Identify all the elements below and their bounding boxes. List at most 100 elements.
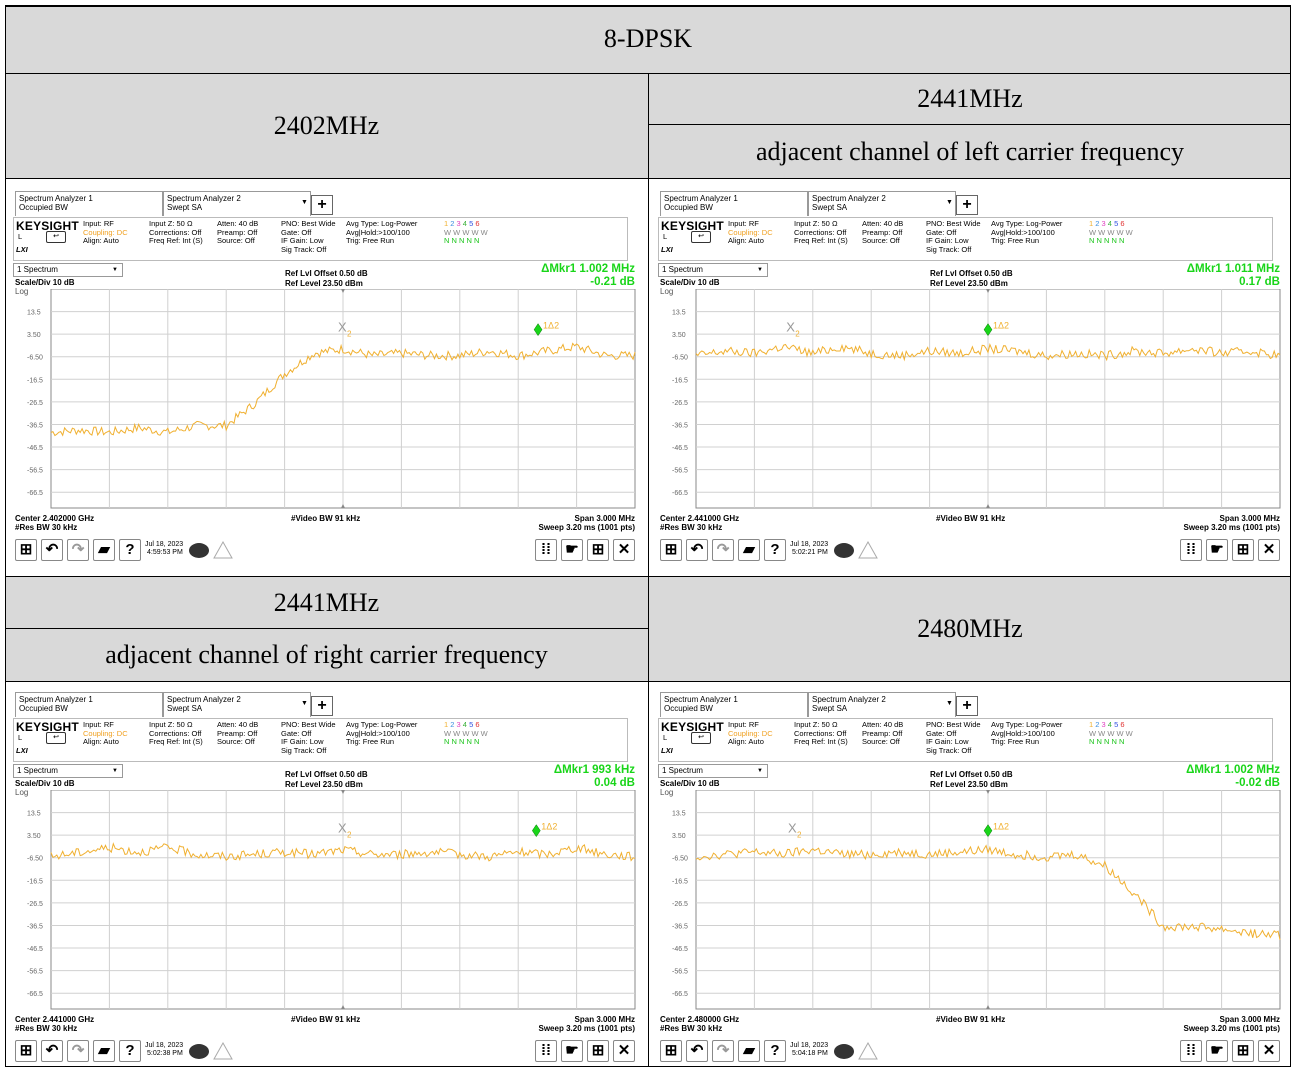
multi-window-icon[interactable]: ⊞	[587, 539, 609, 561]
trace-indicator: 1 2 3 4 5 6 W W W W W N N N N N	[1089, 219, 1133, 245]
marker-1-diamond[interactable]	[983, 824, 993, 838]
touch-icon[interactable]: ☛	[561, 1040, 583, 1062]
redo-icon[interactable]: ↷	[67, 539, 89, 561]
redo-icon[interactable]: ↷	[712, 539, 734, 561]
tab-dropdown-icon[interactable]: ▼	[301, 700, 308, 707]
tab-spectrum-analyzer-2[interactable]: Spectrum Analyzer 2 Swept SA	[808, 191, 956, 216]
marker-2-reference[interactable]: X	[338, 320, 347, 335]
multi-window-icon[interactable]: ⊞	[587, 1040, 609, 1062]
warning-icon[interactable]	[858, 1042, 878, 1060]
marker-1-label: 1Δ2	[993, 321, 1009, 331]
redo-icon[interactable]: ↷	[67, 1040, 89, 1062]
windows-icon[interactable]: ⊞	[660, 539, 682, 561]
undo-icon[interactable]: ↶	[41, 1040, 63, 1062]
touch-icon[interactable]: ☛	[561, 539, 583, 561]
tab-dropdown-icon[interactable]: ▼	[946, 700, 953, 707]
header-2402: 2402MHz	[5, 74, 648, 178]
help-button[interactable]: ?	[119, 1040, 141, 1062]
fullscreen-icon[interactable]: ✕	[1258, 539, 1280, 561]
tab-spectrum-analyzer-1[interactable]: Spectrum Analyzer 1 Occupied BW	[660, 692, 808, 717]
trace-select-dropdown[interactable]: 1 Spectrum ▼	[658, 764, 768, 778]
y-tick-label: 13.5	[672, 310, 686, 317]
marker-1-diamond[interactable]	[533, 323, 543, 337]
spectrum-analyzer-screen: Spectrum Analyzer 1 Occupied BW Spectrum …	[13, 690, 638, 1068]
marker-2-reference[interactable]: X	[786, 320, 795, 335]
help-button[interactable]: ?	[119, 539, 141, 561]
windows-icon[interactable]: ⊞	[15, 539, 37, 561]
add-screen-button[interactable]: +	[956, 195, 978, 215]
local-icon: ↩	[46, 732, 66, 744]
document-table: 8-DPSK 2402MHz 2441MHz adjacent channel …	[5, 5, 1291, 1068]
add-screen-button[interactable]: +	[311, 696, 333, 716]
y-tick-label: 13.5	[27, 310, 41, 317]
keypad-icon[interactable]: ⁞⁞	[1180, 1040, 1202, 1062]
message-icon[interactable]	[189, 1044, 209, 1059]
sweep-settings: PNO: Best Wide Gate: Off IF Gain: Low Si…	[926, 720, 981, 755]
undo-icon[interactable]: ↶	[686, 1040, 708, 1062]
fullscreen-icon[interactable]: ✕	[613, 539, 635, 561]
trace-select-dropdown[interactable]: 1 Spectrum ▼	[13, 263, 123, 277]
message-icon[interactable]	[834, 543, 854, 558]
fullscreen-icon[interactable]: ✕	[613, 1040, 635, 1062]
save-icon[interactable]: ▰	[738, 539, 760, 561]
tab-spectrum-analyzer-1[interactable]: Spectrum Analyzer 1 Occupied BW	[15, 191, 163, 216]
help-button[interactable]: ?	[764, 1040, 786, 1062]
local-icon: ↩	[691, 732, 711, 744]
multi-window-icon[interactable]: ⊞	[1232, 1040, 1254, 1062]
keypad-icon[interactable]: ⁞⁞	[535, 1040, 557, 1062]
trace-select-dropdown[interactable]: 1 Spectrum ▼	[658, 263, 768, 277]
add-screen-button[interactable]: +	[956, 696, 978, 716]
ref-offset: Ref Lvl Offset 0.50 dB	[285, 269, 368, 278]
save-icon[interactable]: ▰	[93, 1040, 115, 1062]
undo-icon[interactable]: ↶	[41, 539, 63, 561]
header-2441-left-sub: adjacent channel of left carrier frequen…	[649, 125, 1291, 178]
center-tick-bottom	[986, 1005, 990, 1009]
keypad-icon[interactable]: ⁞⁞	[535, 539, 557, 561]
keypad-icon[interactable]: ⁞⁞	[1180, 539, 1202, 561]
tab-dropdown-icon[interactable]: ▼	[946, 199, 953, 206]
undo-icon[interactable]: ↶	[686, 539, 708, 561]
tab-spectrum-analyzer-1[interactable]: Spectrum Analyzer 1 Occupied BW	[15, 692, 163, 717]
spectrum-trace	[50, 842, 636, 862]
message-icon[interactable]	[834, 1044, 854, 1059]
marker-2-reference[interactable]: X	[788, 821, 797, 836]
trace-select-dropdown[interactable]: 1 Spectrum ▼	[13, 764, 123, 778]
tab-spectrum-analyzer-1[interactable]: Spectrum Analyzer 1 Occupied BW	[660, 191, 808, 216]
save-icon[interactable]: ▰	[738, 1040, 760, 1062]
marker-1-diamond[interactable]	[983, 323, 993, 337]
video-bw: #Video BW 91 kHz	[936, 514, 1006, 523]
marker-1-label: 1Δ2	[993, 822, 1009, 832]
marker-delta-level: -0.21 dB	[590, 276, 635, 288]
sweep-time: Sweep 3.20 ms (1001 pts)	[538, 523, 636, 532]
trace-indicator: 1 2 3 4 5 6 W W W W W N N N N N	[444, 219, 488, 245]
tab-dropdown-icon[interactable]: ▼	[301, 199, 308, 206]
warning-icon[interactable]	[213, 1042, 233, 1060]
warning-icon[interactable]	[213, 541, 233, 559]
redo-icon[interactable]: ↷	[712, 1040, 734, 1062]
fullscreen-icon[interactable]: ✕	[1258, 1040, 1280, 1062]
marker-2-number: 2	[797, 831, 802, 840]
touch-icon[interactable]: ☛	[1206, 1040, 1228, 1062]
input-settings: Input Z: 50 Ω Corrections: Off Freq Ref:…	[149, 219, 203, 245]
multi-window-icon[interactable]: ⊞	[1232, 539, 1254, 561]
log-label: Log	[660, 788, 674, 797]
y-tick-label: -6.50	[672, 856, 688, 863]
marker-1-diamond[interactable]	[532, 824, 541, 838]
message-icon[interactable]	[189, 543, 209, 558]
touch-icon[interactable]: ☛	[1206, 539, 1228, 561]
tab-spectrum-analyzer-2[interactable]: Spectrum Analyzer 2 Swept SA	[808, 692, 956, 717]
save-icon[interactable]: ▰	[93, 539, 115, 561]
marker-delta-frequency: ΔMkr1 1.002 MHz	[1186, 764, 1280, 776]
input-settings: Input Z: 50 Ω Corrections: Off Freq Ref:…	[149, 720, 203, 746]
windows-icon[interactable]: ⊞	[15, 1040, 37, 1062]
marker-2-reference[interactable]: X	[338, 821, 347, 836]
tab-spectrum-analyzer-2[interactable]: Spectrum Analyzer 2 Swept SA	[163, 191, 311, 216]
tab-spectrum-analyzer-2[interactable]: Spectrum Analyzer 2 Swept SA	[163, 692, 311, 717]
add-screen-button[interactable]: +	[311, 195, 333, 215]
center-frequency: Center 2.441000 GHz	[15, 1015, 95, 1024]
help-button[interactable]: ?	[764, 539, 786, 561]
warning-icon[interactable]	[858, 541, 878, 559]
windows-icon[interactable]: ⊞	[660, 1040, 682, 1062]
y-tick-label: -56.5	[672, 468, 688, 475]
y-tick-label: -26.5	[672, 400, 688, 407]
